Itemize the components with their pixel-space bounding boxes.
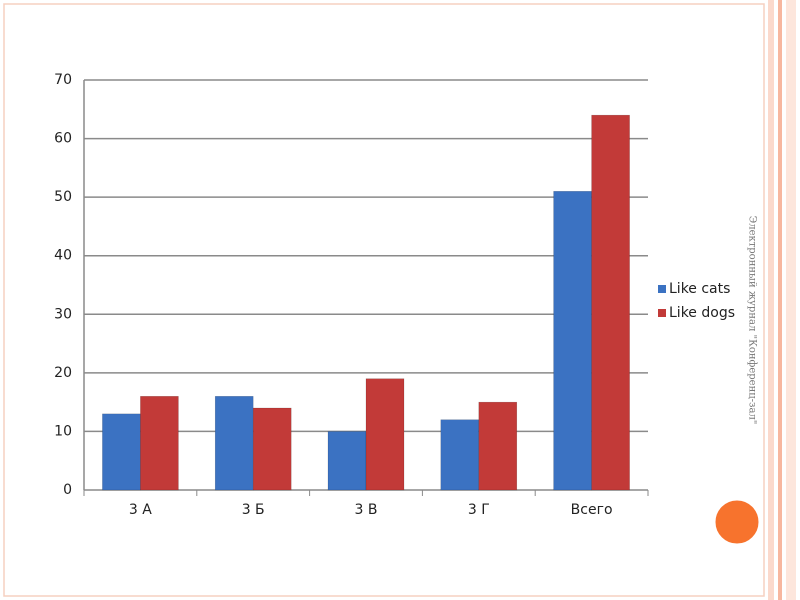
legend-label: Like cats xyxy=(669,281,730,297)
legend-swatch xyxy=(658,285,666,293)
bar xyxy=(214,396,254,491)
y-tick-label: 20 xyxy=(54,365,72,381)
slide-frame xyxy=(3,3,765,597)
y-tick-label: 70 xyxy=(54,72,72,88)
decor-circle xyxy=(712,497,762,547)
chart: 0 10 20 30 40 50 60 70 3 А 3 Б 3 В 3 Г Всего Like cat… xyxy=(54,72,735,518)
x-tick-label: Всего xyxy=(571,502,613,518)
x-tick-label: 3 А xyxy=(129,502,152,518)
x-tick-label: 3 Г xyxy=(468,502,490,518)
y-tick-label: 60 xyxy=(54,131,72,147)
bar xyxy=(478,401,518,491)
bar xyxy=(252,407,292,491)
y-tick-label: 0 xyxy=(63,482,72,498)
stripe xyxy=(778,0,782,600)
y-tick-label: 10 xyxy=(54,423,72,439)
bar xyxy=(140,396,179,491)
x-tick-label: 3 В xyxy=(355,502,378,518)
y-tick-label: 30 xyxy=(54,306,72,322)
bar xyxy=(553,191,592,491)
y-tick-label: 50 xyxy=(54,189,72,205)
legend-swatch xyxy=(658,309,666,317)
bar xyxy=(440,419,480,491)
x-tick-label: 3 Б xyxy=(242,502,265,518)
stripe xyxy=(768,0,774,600)
y-tick-label: 40 xyxy=(54,248,72,264)
legend-label: Like dogs xyxy=(669,305,735,321)
side-text: Электронный журнал "Конференц-зал" xyxy=(747,216,758,425)
bar xyxy=(327,431,367,491)
bar xyxy=(591,114,630,491)
stripe xyxy=(786,0,796,600)
bar xyxy=(102,413,141,491)
bar xyxy=(365,378,405,491)
